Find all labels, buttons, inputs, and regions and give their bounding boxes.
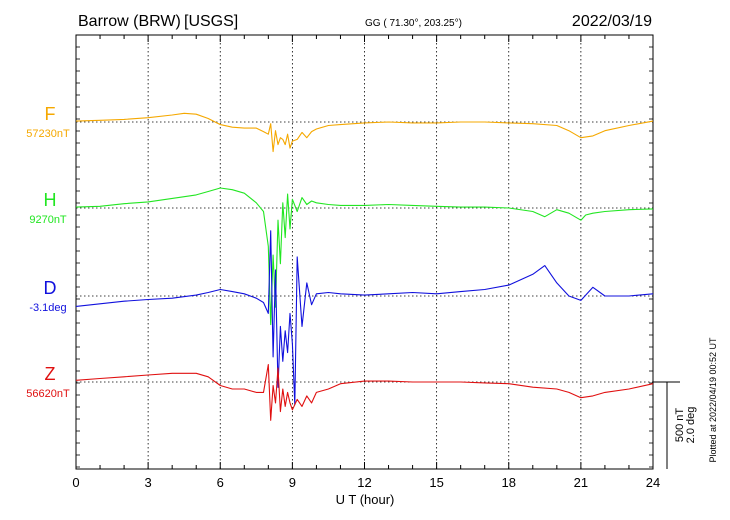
plotted-timestamp: Plotted at 2022/04/19 00:52 UT <box>708 337 718 463</box>
x-tick-label-15: 15 <box>429 475 443 490</box>
chart-title-source: [USGS] <box>184 13 238 30</box>
series-name-Z: Z <box>45 364 56 384</box>
series-name-F: F <box>45 104 56 124</box>
x-axis-label: U T (hour) <box>336 492 395 507</box>
series-baseline-label-H: 9270nT <box>29 214 67 226</box>
x-tick-label-24: 24 <box>646 475 660 490</box>
series-line-D <box>75 230 654 406</box>
chart-title-date: 2022/03/19 <box>572 13 652 30</box>
x-tick-label-12: 12 <box>357 475 371 490</box>
x-tick-label-3: 3 <box>145 475 152 490</box>
axis-ticks: 0 3 6 9 12 15 18 21 24 <box>72 35 660 490</box>
scale-bar-nt-label: 500 nT <box>674 408 686 443</box>
series-baseline-label-D: -3.1deg <box>29 302 66 314</box>
series-name-D: D <box>44 278 57 298</box>
series-baseline-label-Z: 56620nT <box>26 388 70 400</box>
series-line-H <box>75 187 654 326</box>
scale-bar-deg-label: 2.0 deg <box>685 407 697 444</box>
x-tick-label-9: 9 <box>289 475 296 490</box>
series-line-Z <box>75 364 654 421</box>
x-tick-label-0: 0 <box>72 475 79 490</box>
series-lines <box>75 112 654 421</box>
x-tick-label-18: 18 <box>502 475 516 490</box>
chart-title-station: Barrow (BRW) <box>78 13 181 30</box>
chart-title-coords: GG ( 71.30°, 203.25°) <box>365 18 462 29</box>
baselines <box>76 121 653 383</box>
series-name-H: H <box>44 190 57 210</box>
scale-bar: 500 nT 2.0 deg <box>653 381 697 469</box>
series-line-F <box>75 112 654 153</box>
x-tick-label-21: 21 <box>574 475 588 490</box>
series-baseline-label-F: 57230nT <box>26 128 70 140</box>
series-labels: F 57230nT H 9270nT D -3.1deg Z 56620nT <box>26 104 70 400</box>
x-tick-label-6: 6 <box>217 475 224 490</box>
plot-grid <box>147 35 582 469</box>
